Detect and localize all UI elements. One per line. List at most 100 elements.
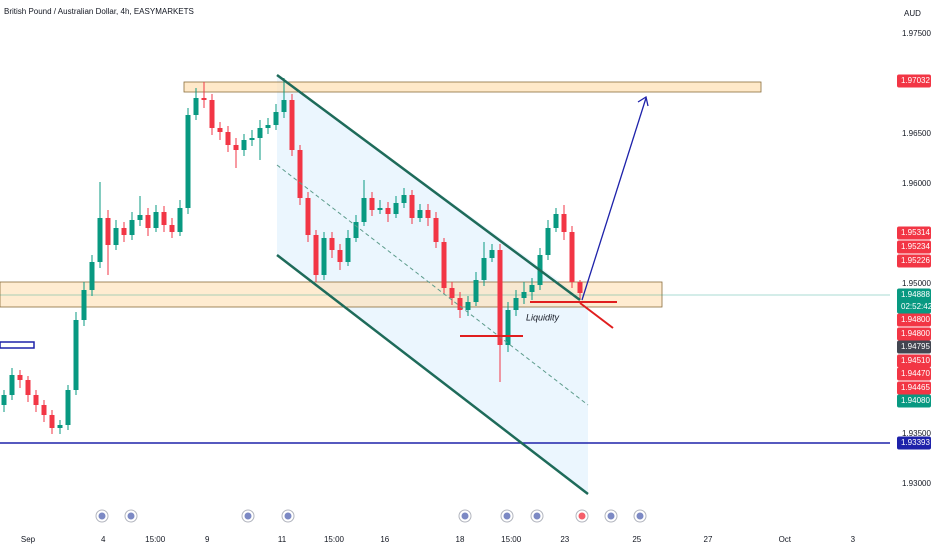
candle-body — [73, 320, 79, 390]
candle-body — [553, 214, 559, 228]
candle-body — [473, 280, 479, 302]
candle-body — [121, 228, 127, 235]
price-badge-label: 1.95234 — [901, 242, 930, 251]
event-icon-inner — [98, 512, 106, 520]
candle-body — [313, 235, 319, 275]
candle-body — [385, 208, 391, 214]
candle-body — [49, 415, 55, 428]
channel-lower — [276, 254, 589, 495]
candle-body — [561, 214, 567, 232]
candle-body — [169, 225, 175, 232]
candle-body — [97, 218, 103, 262]
price-badge — [897, 354, 931, 368]
price-badge-label: 1.94465 — [901, 383, 930, 392]
candle-body — [457, 298, 463, 310]
resistance-zone — [183, 81, 762, 93]
candle-body — [369, 198, 375, 210]
x-tick-label: Sep — [21, 535, 36, 544]
x-tick-label: 9 — [205, 535, 210, 544]
candle-body — [505, 310, 511, 345]
candle-body — [113, 228, 119, 245]
event-icon-inner — [636, 512, 644, 520]
price-badge — [897, 367, 931, 381]
y-tick-label: 1.96000 — [902, 179, 931, 188]
candle-body — [345, 238, 351, 262]
price-badge — [897, 74, 931, 88]
candle-body — [417, 210, 423, 218]
price-badge-label: 1.94080 — [901, 396, 930, 405]
currency-label: AUD — [904, 9, 921, 18]
event-icon-inner — [578, 512, 586, 520]
countdown-label: 02:52:42 — [901, 302, 932, 311]
candle-body — [577, 282, 583, 293]
target-arrow — [581, 97, 647, 301]
x-tick-label: 3 — [851, 535, 856, 544]
candle-body — [81, 290, 87, 320]
event-icon-inner — [503, 512, 511, 520]
price-badge — [897, 226, 931, 240]
event-icon-inner — [127, 512, 135, 520]
candle-body — [497, 250, 503, 345]
price-badge — [897, 436, 931, 450]
candle-body — [377, 208, 383, 210]
candle-body — [433, 218, 439, 242]
candle-body — [217, 128, 223, 132]
candle-body — [329, 238, 335, 250]
candle-body — [177, 208, 183, 232]
event-icon-inner — [607, 512, 615, 520]
candle-body — [569, 232, 575, 282]
candles — [1, 78, 583, 434]
candle-body — [105, 218, 111, 245]
candle-body — [321, 238, 327, 275]
price-badge-label: 1.94800 — [901, 315, 930, 324]
candle-body — [513, 298, 519, 310]
candle-body — [401, 195, 407, 203]
event-icon-inner — [533, 512, 541, 520]
x-tick-label: 15:00 — [501, 535, 522, 544]
price-badge — [897, 327, 931, 341]
price-badge-label: 1.95314 — [901, 228, 930, 237]
candle-body — [297, 150, 303, 198]
candle-body — [129, 220, 135, 235]
candle-body — [281, 100, 287, 112]
channel-upper — [276, 73, 581, 302]
price-badge-label: 1.94888 — [901, 290, 930, 299]
price-badge — [897, 288, 931, 314]
x-tick-label: 27 — [704, 535, 713, 544]
candle-body — [425, 210, 431, 218]
price-badge-label: 1.94795 — [901, 342, 930, 351]
candle-body — [273, 112, 279, 125]
y-tick-label: 1.93500 — [902, 429, 931, 438]
channel-mid — [276, 164, 589, 406]
y-tick-label: 1.95000 — [902, 279, 931, 288]
candle-body — [441, 242, 447, 288]
price-badge-label: 1.94470 — [901, 369, 930, 378]
candle-body — [353, 222, 359, 238]
candle-body — [409, 195, 415, 218]
x-tick-label: 4 — [101, 535, 106, 544]
event-icon-inner — [244, 512, 252, 520]
price-badge — [897, 313, 931, 327]
small-box — [0, 341, 35, 349]
price-badge-label: 1.97032 — [901, 76, 930, 85]
price-badge-label: 1.94800 — [901, 329, 930, 338]
candle-body — [241, 140, 247, 150]
candle-body — [41, 405, 47, 415]
candle-body — [361, 198, 367, 222]
price-badge — [897, 381, 931, 395]
y-tick-label: 1.96500 — [902, 129, 931, 138]
annotation: Liquidity — [526, 312, 560, 322]
x-tick-label: 15:00 — [145, 535, 166, 544]
candle-body — [17, 375, 23, 380]
candle-body — [33, 395, 39, 405]
x-tick-label: Oct — [779, 535, 792, 544]
event-icon-inner — [461, 512, 469, 520]
candle-body — [305, 198, 311, 235]
candle-body — [489, 250, 495, 258]
candle-body — [145, 215, 151, 228]
arrow-head — [637, 95, 649, 107]
candle-body — [153, 212, 159, 228]
candle-body — [529, 285, 535, 292]
candle-body — [393, 203, 399, 214]
candle-body — [193, 98, 199, 115]
